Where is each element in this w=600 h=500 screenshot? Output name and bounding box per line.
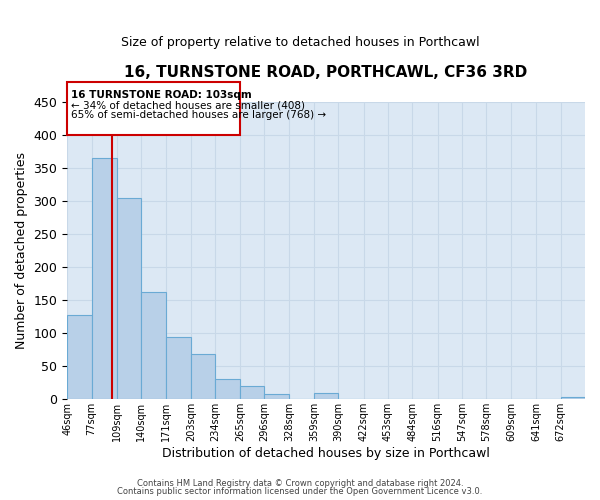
Bar <box>264 394 289 400</box>
Text: ← 34% of detached houses are smaller (408): ← 34% of detached houses are smaller (40… <box>71 100 305 110</box>
Text: 65% of semi-detached houses are larger (768) →: 65% of semi-detached houses are larger (… <box>71 110 326 120</box>
Y-axis label: Number of detached properties: Number of detached properties <box>15 152 28 349</box>
X-axis label: Distribution of detached houses by size in Porthcawl: Distribution of detached houses by size … <box>162 447 490 460</box>
Bar <box>240 386 264 400</box>
Text: Contains HM Land Registry data © Crown copyright and database right 2024.: Contains HM Land Registry data © Crown c… <box>137 478 463 488</box>
Bar <box>67 316 92 400</box>
Text: 16 TURNSTONE ROAD: 103sqm: 16 TURNSTONE ROAD: 103sqm <box>71 90 252 100</box>
Bar <box>92 158 117 400</box>
Bar <box>117 198 141 400</box>
Bar <box>191 354 215 400</box>
Bar <box>67 82 240 135</box>
Bar <box>215 380 240 400</box>
Bar <box>314 394 338 400</box>
Text: Contains public sector information licensed under the Open Government Licence v3: Contains public sector information licen… <box>118 487 482 496</box>
Bar <box>141 292 166 400</box>
Text: Size of property relative to detached houses in Porthcawl: Size of property relative to detached ho… <box>121 36 479 49</box>
Bar <box>166 336 191 400</box>
Bar <box>560 398 585 400</box>
Title: 16, TURNSTONE ROAD, PORTHCAWL, CF36 3RD: 16, TURNSTONE ROAD, PORTHCAWL, CF36 3RD <box>124 65 528 80</box>
